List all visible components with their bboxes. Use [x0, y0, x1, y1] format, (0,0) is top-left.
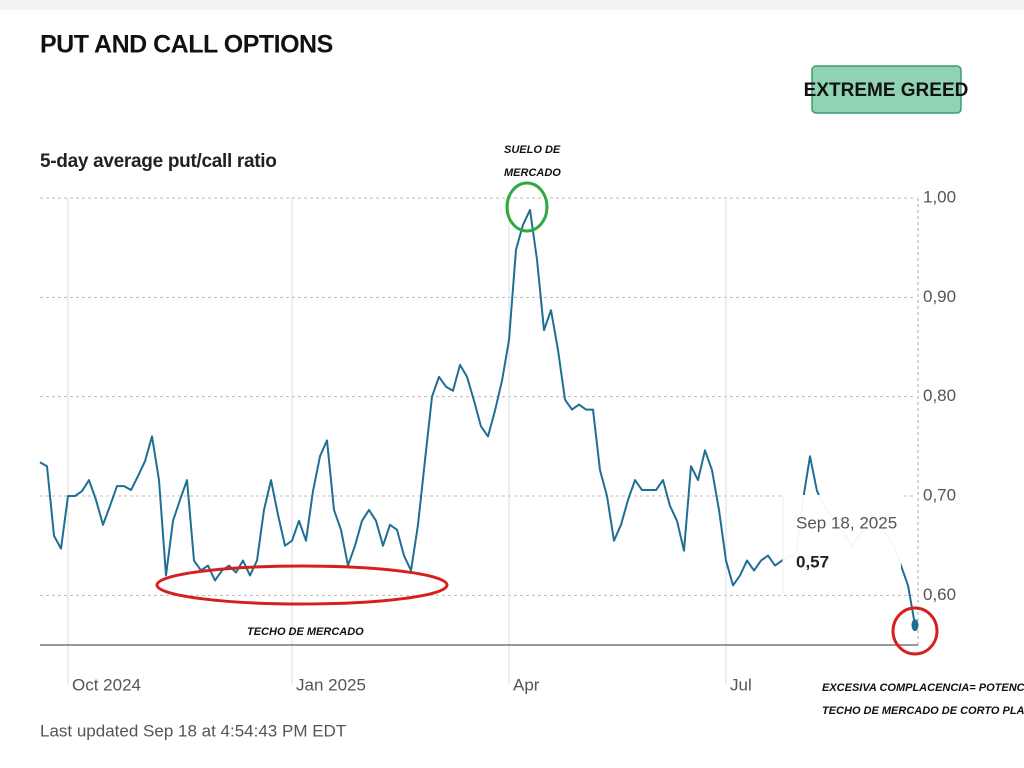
chart-subtitle: 5-day average put/call ratio: [40, 151, 277, 172]
tooltip: [783, 495, 901, 593]
y-tick-label: 0,80: [923, 386, 956, 405]
annotation: SUELO DE: [504, 144, 561, 156]
tooltip-value: 0,57: [796, 552, 829, 571]
tooltip-date: Sep 18, 2025: [796, 513, 897, 532]
plot: Sep 18, 2025 0,57: [39, 208, 919, 632]
y-tick-label: 0,60: [923, 585, 956, 604]
y-tick-label: 0,90: [923, 287, 956, 306]
annotation: TECHO DE MERCADO: [247, 626, 364, 638]
x-tick-label: Jul: [730, 675, 752, 694]
chart-title: PUT AND CALL OPTIONS: [40, 31, 333, 59]
x-tick-label: Oct 2024: [72, 675, 141, 694]
grid: 0,60 0,70 0,80 0,90 1,00 Oct 2024 Jan 2025 Apr J…: [40, 187, 956, 694]
top-bar: [0, 0, 1024, 10]
annotation: MERCADO: [504, 167, 561, 179]
last-point: [911, 619, 919, 632]
annotation: EXCESIVA COMPLACENCIA= POTENCIAL: [822, 682, 1024, 694]
x-tick-label: Jan 2025: [296, 675, 366, 694]
annotation: TECHO DE MERCADO DE CORTO PLAZO: [822, 705, 1024, 717]
y-tick-label: 0,70: [923, 485, 956, 504]
peak-circle: [505, 181, 549, 233]
sentiment-badge: [811, 65, 962, 114]
sentiment-label: EXTREME GREED: [804, 80, 969, 101]
end-circle: [891, 606, 939, 656]
last-updated: Last updated Sep 18 at 4:54:43 PM EDT: [40, 721, 346, 740]
x-tick-label: Apr: [513, 675, 540, 694]
overlay: [155, 181, 939, 656]
ceiling-ellipse: [155, 564, 449, 606]
y-tick-label: 1,00: [923, 187, 956, 206]
series-line: [39, 208, 916, 626]
